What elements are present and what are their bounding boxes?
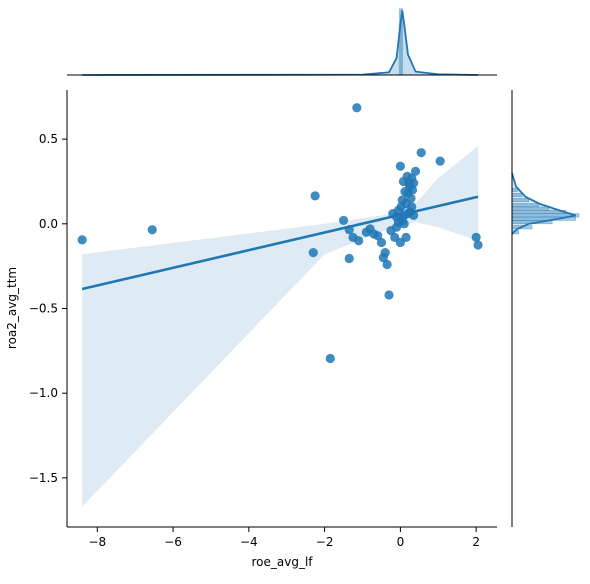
scatter-point xyxy=(395,237,405,248)
scatter-point xyxy=(354,236,364,246)
scatter-point xyxy=(373,231,383,241)
scatter-point xyxy=(402,171,412,181)
y-marginal-density-line xyxy=(511,172,576,235)
x-tick-label: 2 xyxy=(472,535,480,549)
scatter-point xyxy=(395,161,405,171)
x-tick-label: −2 xyxy=(316,535,334,549)
scatter-point xyxy=(344,253,354,264)
scatter-point xyxy=(406,193,416,204)
scatter-point xyxy=(147,225,157,235)
scatter-point xyxy=(384,290,394,300)
x-tick-label: −4 xyxy=(240,535,258,549)
y-tick-label: −1.5 xyxy=(29,471,58,485)
scatter-point xyxy=(399,219,409,229)
y-marginal-fill xyxy=(512,172,576,234)
scatter-point xyxy=(471,232,481,242)
scatter-point xyxy=(352,103,362,113)
scatter-point xyxy=(338,215,349,226)
x-marginal-distribution xyxy=(67,8,497,76)
y-tick-label: −0.5 xyxy=(29,302,58,316)
y-marginal-distribution xyxy=(511,90,580,527)
scatter-point xyxy=(396,202,406,212)
scatter-point xyxy=(407,185,418,195)
regression-ci-band xyxy=(82,145,479,507)
x-marginal-bar xyxy=(398,8,403,75)
scatter-point xyxy=(382,259,392,270)
scatter-point xyxy=(77,235,87,245)
scatter-point xyxy=(435,156,445,166)
x-axis-label: roe_avg_lf xyxy=(251,555,313,569)
scatter-point xyxy=(397,195,407,205)
regression-line xyxy=(81,195,479,291)
x-tick-label: 0 xyxy=(397,535,405,549)
y-tick-label: 0.5 xyxy=(39,132,58,146)
x-tick-label: −8 xyxy=(88,535,106,549)
scatter-point xyxy=(473,240,483,250)
scatter-point xyxy=(400,187,410,197)
joint-axes: −8 −6 −4 −2 0 2 −1.5 −1.0 −0.5 0.0 0.5 xyxy=(29,90,497,549)
x-tick-label: −6 xyxy=(164,535,182,549)
scatter-point xyxy=(325,353,335,364)
x-marginal-fill xyxy=(82,10,479,75)
scatter-point xyxy=(416,148,426,158)
x-marginal-density-line xyxy=(82,10,479,76)
scatter-point xyxy=(308,248,318,258)
scatter-point xyxy=(380,248,390,258)
scatter-point xyxy=(310,191,320,201)
y-tick-label: 0.0 xyxy=(39,217,58,231)
y-tick-label: −1.0 xyxy=(29,386,58,400)
y-axis-label: roa2_avg_ttm xyxy=(5,267,19,349)
scatter-point xyxy=(410,166,421,176)
scatter-point xyxy=(376,237,387,248)
